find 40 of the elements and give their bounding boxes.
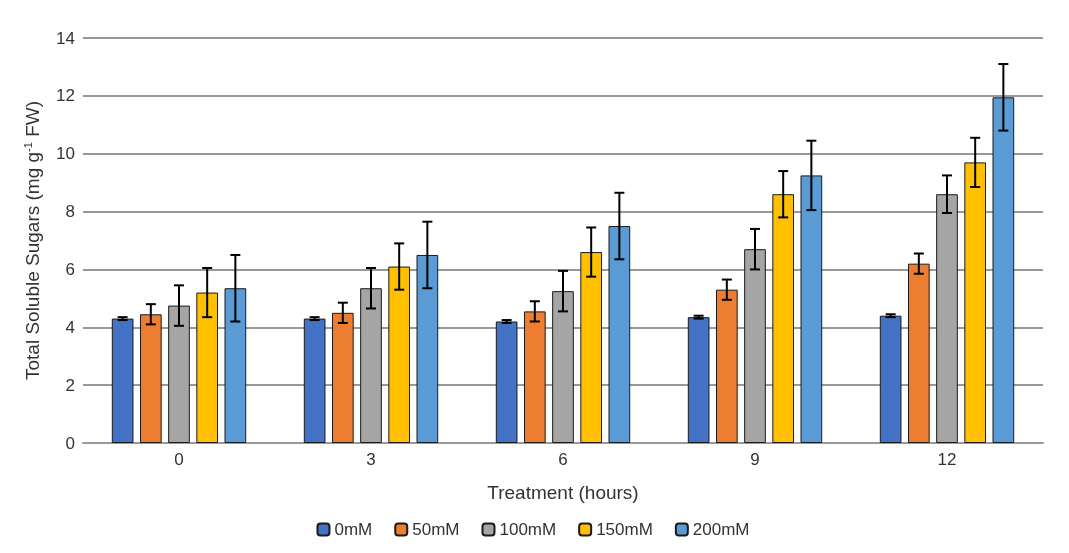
x-tick-label: 3 — [366, 450, 376, 469]
x-tick-label: 9 — [750, 450, 760, 469]
bar — [964, 162, 987, 443]
x-tick-label: 0 — [174, 450, 184, 469]
y-axis-title: Total Soluble Sugars (mg g-1 FW) — [21, 100, 43, 381]
x-tick-label: 12 — [937, 450, 957, 469]
bar — [139, 314, 162, 443]
legend-label: 50mM — [412, 520, 460, 539]
bar — [303, 318, 326, 443]
bar — [800, 175, 823, 443]
bar — [224, 288, 247, 443]
y-tick-label: 10 — [56, 144, 75, 164]
bar — [687, 317, 710, 443]
legend-label: 0mM — [334, 520, 373, 539]
bar — [580, 252, 603, 443]
bar — [523, 311, 546, 443]
legend-label: 100mM — [499, 520, 557, 539]
bar — [111, 318, 134, 443]
y-tick-label: 6 — [65, 259, 75, 279]
x-axis-title: Treatment (hours) — [487, 482, 639, 503]
y-tick-label: 14 — [56, 28, 75, 48]
bar — [608, 226, 631, 443]
y-tick-label: 12 — [56, 86, 75, 106]
bar — [388, 266, 411, 443]
y-tick-label: 4 — [65, 317, 75, 337]
bar — [907, 263, 930, 443]
bar — [772, 194, 795, 443]
y-tick-label: 0 — [65, 433, 75, 453]
y-tick-label: 2 — [65, 375, 75, 395]
bar — [196, 292, 219, 443]
bar — [495, 321, 518, 443]
bar — [416, 254, 439, 443]
bar — [715, 289, 738, 443]
bar — [879, 315, 902, 443]
bar — [331, 312, 354, 443]
legend-label: 200mM — [692, 520, 750, 539]
y-tick-label: 8 — [65, 202, 75, 222]
bar — [992, 97, 1015, 443]
legend-label: 150mM — [596, 520, 653, 539]
x-tick-label: 6 — [558, 450, 568, 469]
